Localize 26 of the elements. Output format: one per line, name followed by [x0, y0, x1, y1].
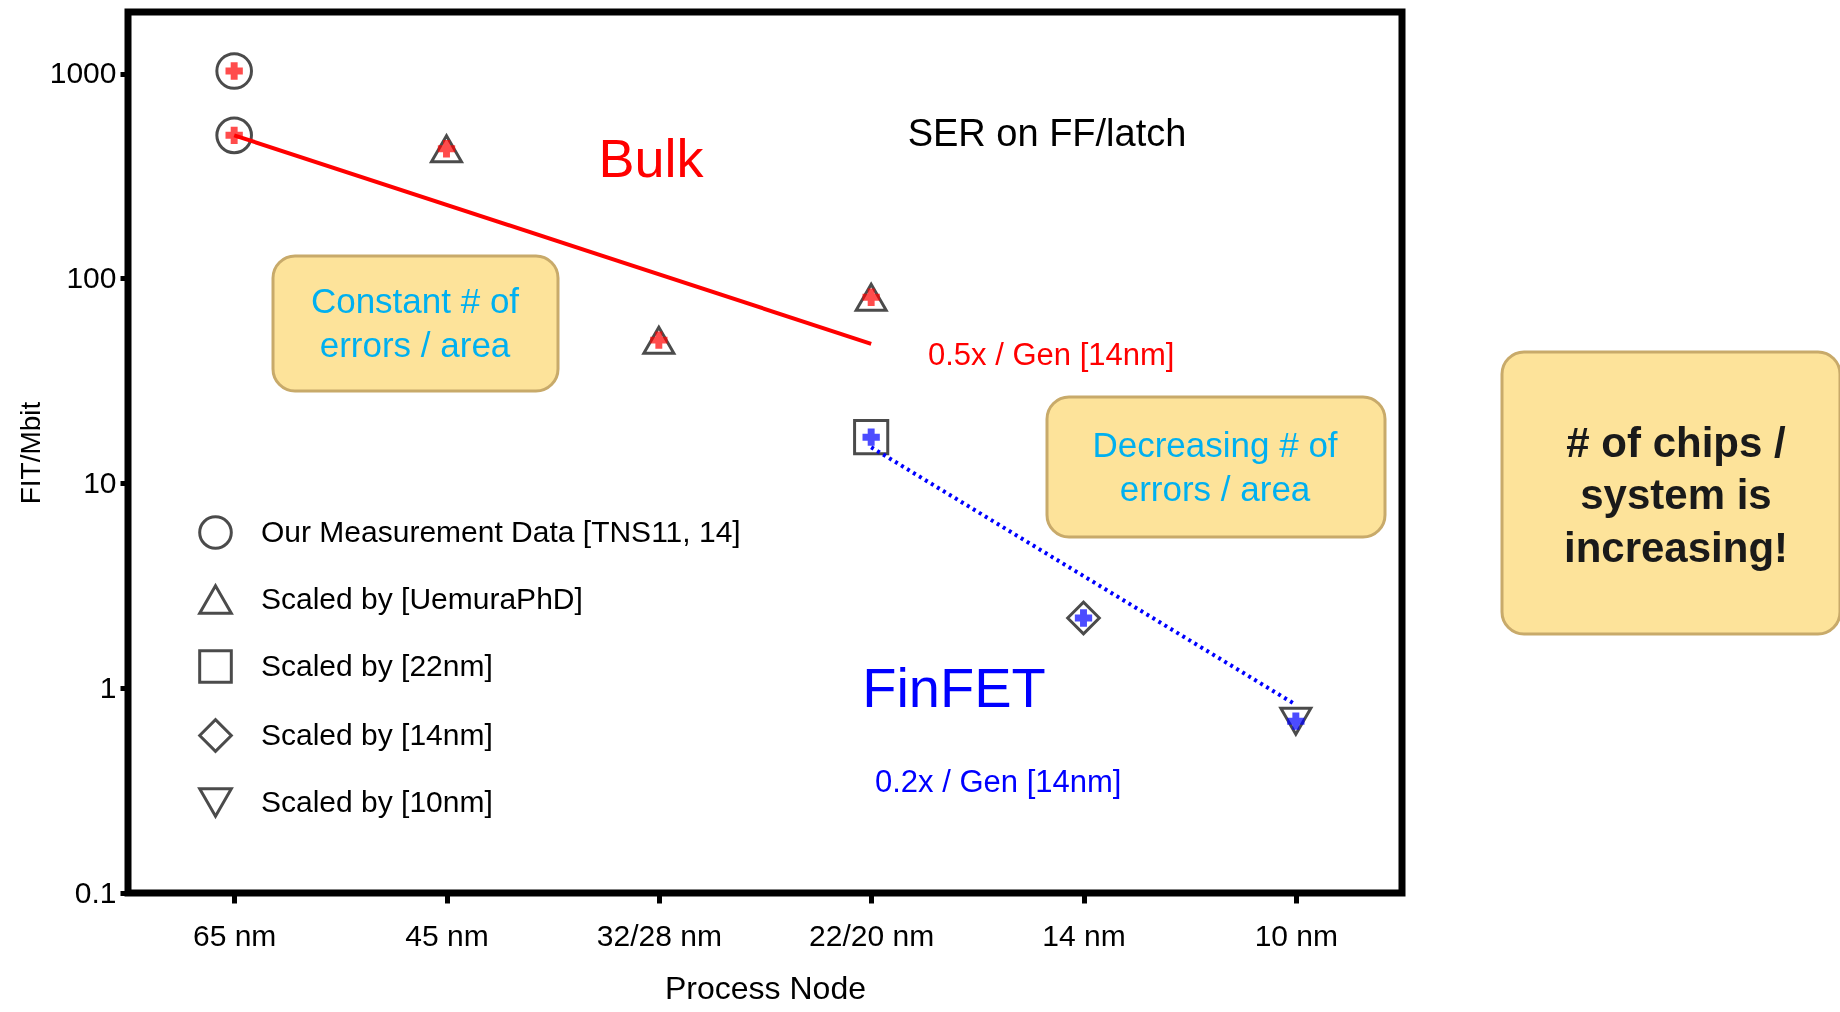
x-tick-label: 22/20 nm: [809, 918, 935, 952]
annotation: Decreasing # of errors / area: [1092, 425, 1338, 508]
x-tick-label: 10 nm: [1254, 918, 1339, 952]
x-tick-label: 14 nm: [1042, 918, 1126, 952]
annotation: Constant # of errors / area: [310, 281, 520, 364]
annotation: SER on FF/latch: [907, 112, 1187, 154]
y-tick-label: 100: [66, 261, 117, 294]
text: # of chips / system is increasing!: [1563, 418, 1789, 571]
x-tick-label: 45 nm: [405, 918, 489, 952]
annotation: 0.2x / Gen [14nm]: [875, 764, 1122, 799]
legend-label: Scaled by [14nm]: [261, 717, 493, 751]
annotation: Bulk: [598, 128, 705, 188]
y-tick-label: 1000: [49, 56, 117, 90]
y-axis-title: FIT/Mbit: [14, 401, 46, 505]
legend-label: Scaled by [UemuraPhD]: [261, 581, 583, 615]
legend-label: Scaled by [10nm]: [261, 784, 493, 818]
y-tick-label: 10: [83, 465, 117, 499]
y-tick-label: 0.1: [74, 875, 117, 909]
x-axis-title: Process Node: [665, 969, 866, 1006]
legend-label: Scaled by [22nm]: [261, 648, 493, 682]
annotation: 0.5x / Gen [14nm]: [928, 337, 1175, 372]
annotation: FinFET: [862, 656, 1046, 719]
legend-label: Our Measurement Data [TNS11, 14]: [261, 514, 741, 548]
y-tick-label: 1: [99, 670, 117, 704]
x-tick-label: 32/28 nm: [596, 918, 722, 952]
x-tick-label: 65 nm: [192, 918, 277, 952]
